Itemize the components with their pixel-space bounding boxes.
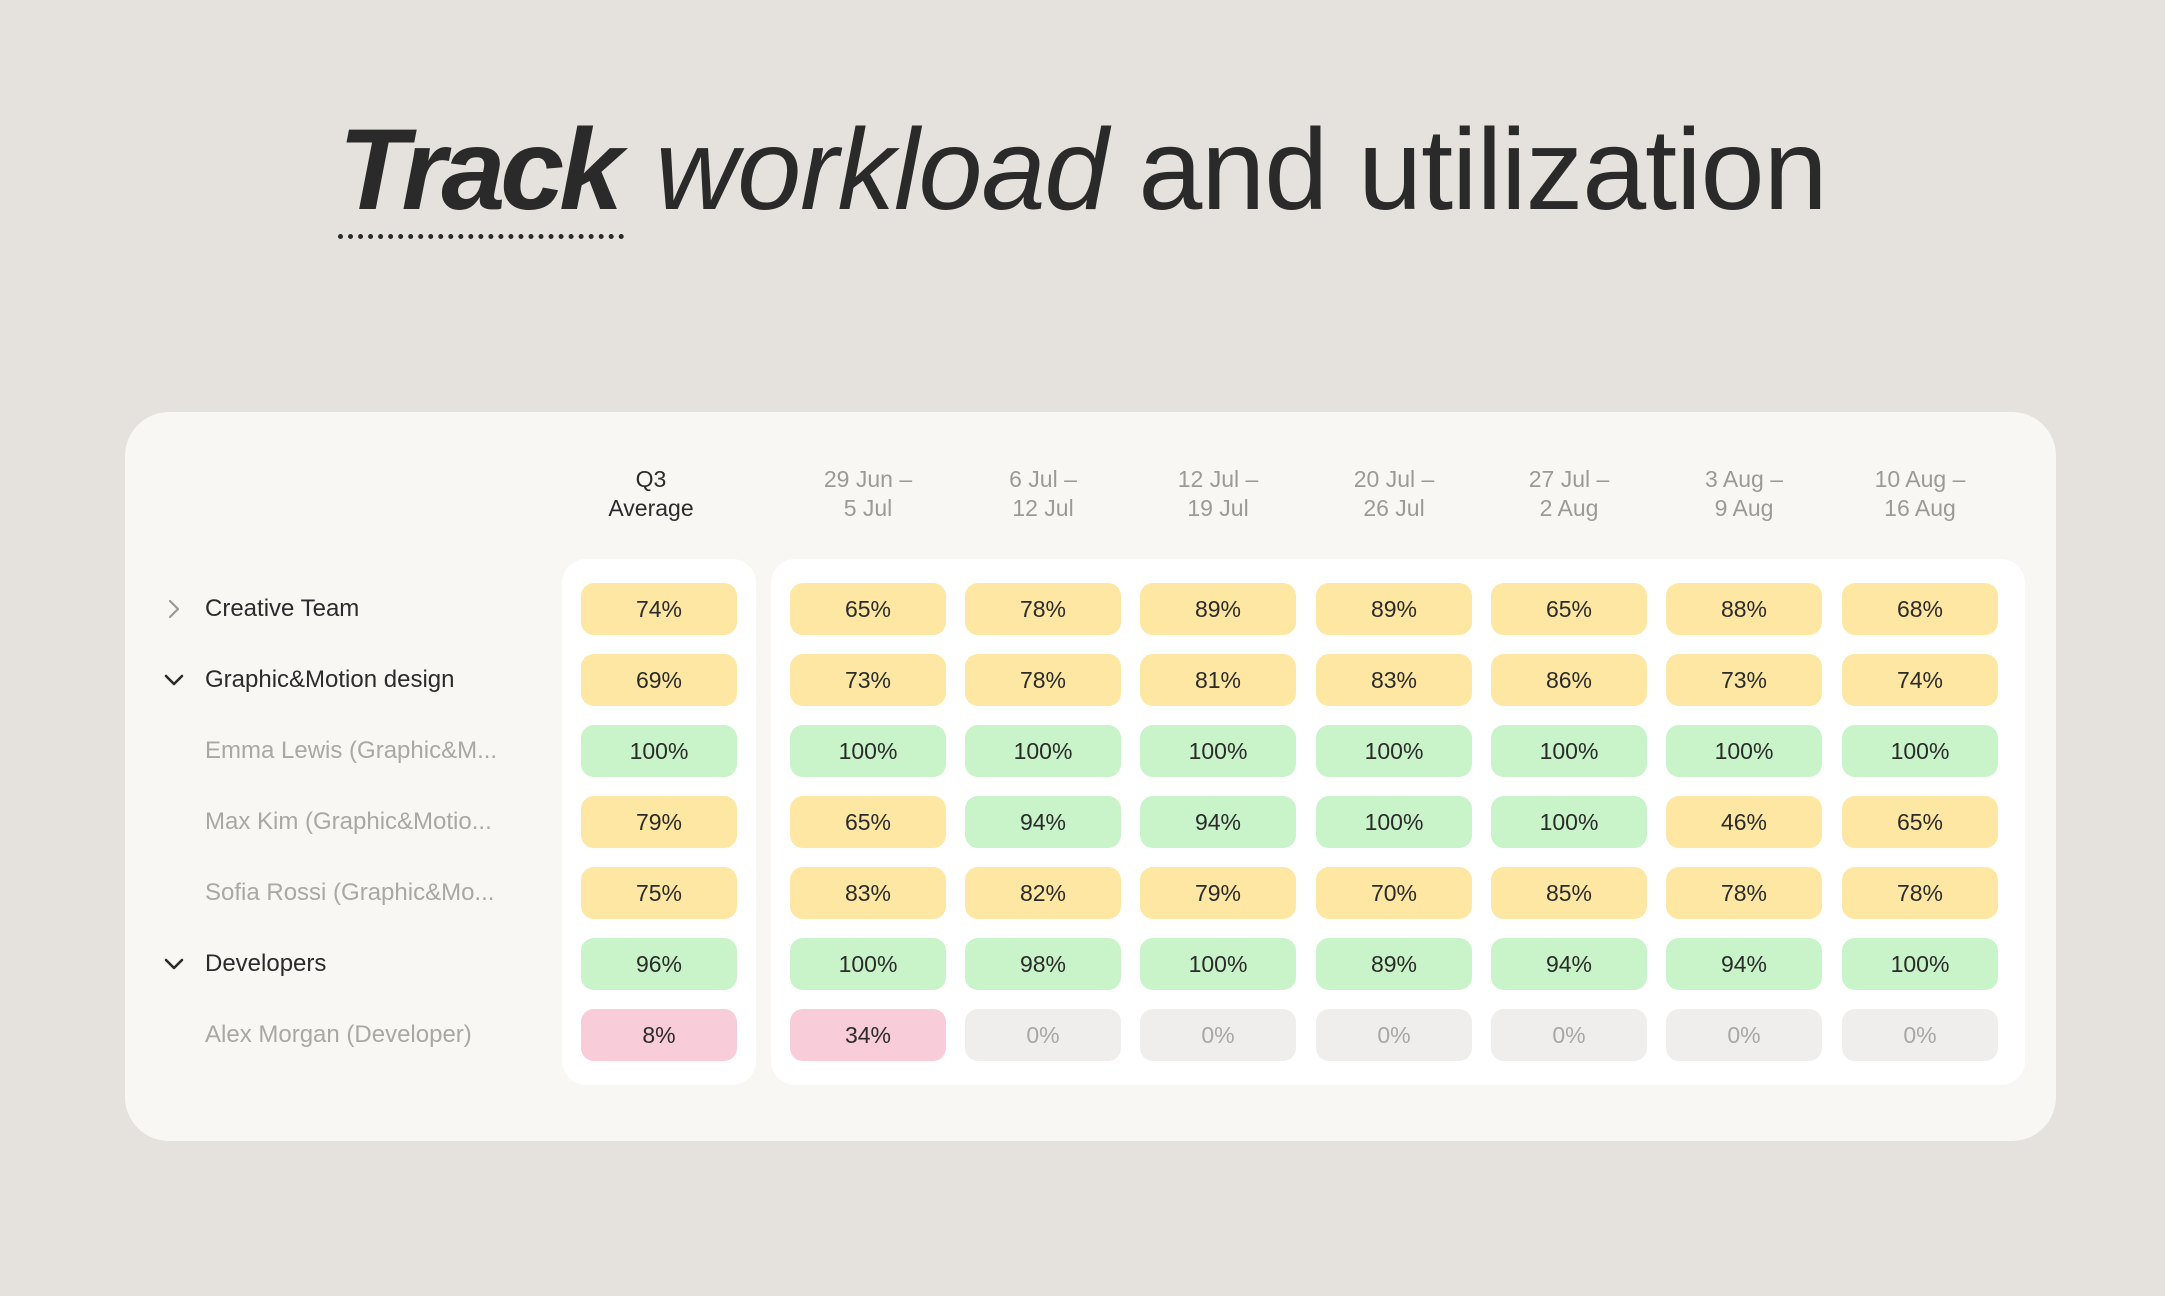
week-utilization-cell: 0%	[1316, 1009, 1472, 1061]
utilization-card: Q3 Average 29 Jun – 5 Jul 6 Jul – 12 Jul 12 Ju…	[125, 412, 2056, 1141]
column-header-week: 12 Jul – 19 Jul	[1128, 465, 1308, 525]
column-header-week: 29 Jun – 5 Jul	[778, 465, 958, 525]
week-utilization-cell: 83%	[790, 867, 946, 919]
week-utilization-cell: 86%	[1491, 654, 1647, 706]
week-utilization-cell: 74%	[1842, 654, 1998, 706]
week-utilization-cell: 100%	[965, 725, 1121, 777]
week-utilization-cell: 85%	[1491, 867, 1647, 919]
average-utilization-cell: 74%	[581, 583, 737, 635]
average-utilization-cell: 79%	[581, 796, 737, 848]
chevron-down-icon[interactable]	[161, 939, 187, 989]
week-utilization-cell: 73%	[790, 654, 946, 706]
week-utilization-cell: 65%	[790, 583, 946, 635]
member-row-label: Max Kim (Graphic&Motio...	[205, 808, 492, 835]
week-utilization-cell: 100%	[1491, 796, 1647, 848]
column-header-week: 20 Jul – 26 Jul	[1304, 465, 1484, 525]
headline-word-workload: workload	[655, 106, 1108, 234]
week-utilization-cell: 100%	[1842, 938, 1998, 990]
column-header-line1: Q3	[635, 466, 667, 492]
week-utilization-cell: 100%	[1316, 725, 1472, 777]
column-header-line1: 29 Jun –	[823, 466, 913, 492]
chevron-down-icon[interactable]	[161, 655, 187, 705]
average-utilization-cell: 69%	[581, 654, 737, 706]
average-utilization-cell: 8%	[581, 1009, 737, 1061]
column-header-line2: 19 Jul	[1187, 495, 1249, 521]
week-utilization-cell: 0%	[1666, 1009, 1822, 1061]
week-utilization-cell: 0%	[1140, 1009, 1296, 1061]
week-utilization-cell: 70%	[1316, 867, 1472, 919]
headline: Track workload and utilization	[0, 100, 2165, 240]
column-header-week: 6 Jul – 12 Jul	[953, 465, 1133, 525]
column-header-week: 27 Jul – 2 Aug	[1479, 465, 1659, 525]
member-row-label: Alex Morgan (Developer)	[205, 1021, 472, 1048]
week-utilization-cell: 65%	[790, 796, 946, 848]
column-header-line1: 10 Aug –	[1874, 466, 1966, 492]
week-utilization-cell: 100%	[1491, 725, 1647, 777]
week-utilization-cell: 88%	[1666, 583, 1822, 635]
week-utilization-cell: 83%	[1316, 654, 1472, 706]
week-utilization-cell: 94%	[965, 796, 1121, 848]
column-header-week: 10 Aug – 16 Aug	[1830, 465, 2010, 525]
member-row-label: Emma Lewis (Graphic&M...	[205, 737, 498, 764]
week-utilization-cell: 79%	[1140, 867, 1296, 919]
week-utilization-cell: 34%	[790, 1009, 946, 1061]
column-header-line1: 20 Jul –	[1353, 466, 1435, 492]
chevron-right-icon[interactable]	[161, 584, 187, 634]
column-header-line2: 5 Jul	[843, 495, 893, 521]
column-header-line2: 16 Aug	[1884, 495, 1956, 521]
column-header-line2: 12 Jul	[1012, 495, 1074, 521]
week-utilization-cell: 78%	[965, 583, 1121, 635]
week-utilization-cell: 100%	[1140, 725, 1296, 777]
week-utilization-cell: 89%	[1316, 938, 1472, 990]
week-utilization-cell: 100%	[1140, 938, 1296, 990]
column-header-line2: 2 Aug	[1539, 495, 1599, 521]
column-header-line2: Average	[608, 495, 694, 521]
week-utilization-cell: 98%	[965, 938, 1121, 990]
average-utilization-cell: 100%	[581, 725, 737, 777]
column-header-q3-average: Q3 Average	[561, 465, 741, 525]
week-utilization-cell: 100%	[1666, 725, 1822, 777]
group-row-label[interactable]: Creative Team	[205, 595, 360, 622]
week-utilization-cell: 100%	[1316, 796, 1472, 848]
week-utilization-cell: 94%	[1491, 938, 1647, 990]
week-utilization-cell: 100%	[790, 725, 946, 777]
week-utilization-cell: 78%	[1842, 867, 1998, 919]
week-utilization-cell: 46%	[1666, 796, 1822, 848]
average-utilization-cell: 96%	[581, 938, 737, 990]
week-utilization-cell: 65%	[1491, 583, 1647, 635]
week-utilization-cell: 94%	[1140, 796, 1296, 848]
week-utilization-cell: 68%	[1842, 583, 1998, 635]
column-header-line1: 3 Aug –	[1704, 466, 1784, 492]
week-utilization-cell: 78%	[1666, 867, 1822, 919]
week-utilization-cell: 65%	[1842, 796, 1998, 848]
week-utilization-cell: 100%	[790, 938, 946, 990]
week-utilization-cell: 81%	[1140, 654, 1296, 706]
column-header-line1: 6 Jul –	[1009, 466, 1077, 492]
group-row-label[interactable]: Graphic&Motion design	[205, 666, 455, 693]
week-utilization-cell: 0%	[1491, 1009, 1647, 1061]
week-utilization-cell: 78%	[965, 654, 1121, 706]
week-utilization-cell: 0%	[1842, 1009, 1998, 1061]
column-header-line2: 26 Jul	[1363, 495, 1425, 521]
headline-rest: and utilization	[1138, 106, 1827, 234]
column-header-line1: 27 Jul –	[1528, 466, 1610, 492]
week-utilization-cell: 82%	[965, 867, 1121, 919]
member-row-label: Sofia Rossi (Graphic&Mo...	[205, 879, 495, 906]
column-header-line1: 12 Jul –	[1177, 466, 1259, 492]
column-header-line2: 9 Aug	[1714, 495, 1774, 521]
week-utilization-cell: 89%	[1140, 583, 1296, 635]
average-utilization-cell: 75%	[581, 867, 737, 919]
column-header-week: 3 Aug – 9 Aug	[1654, 465, 1834, 525]
week-utilization-cell: 0%	[965, 1009, 1121, 1061]
headline-word-track: Track	[338, 106, 625, 239]
week-utilization-cell: 73%	[1666, 654, 1822, 706]
week-utilization-cell: 89%	[1316, 583, 1472, 635]
week-utilization-cell: 100%	[1842, 725, 1998, 777]
group-row-label[interactable]: Developers	[205, 950, 327, 977]
week-utilization-cell: 94%	[1666, 938, 1822, 990]
